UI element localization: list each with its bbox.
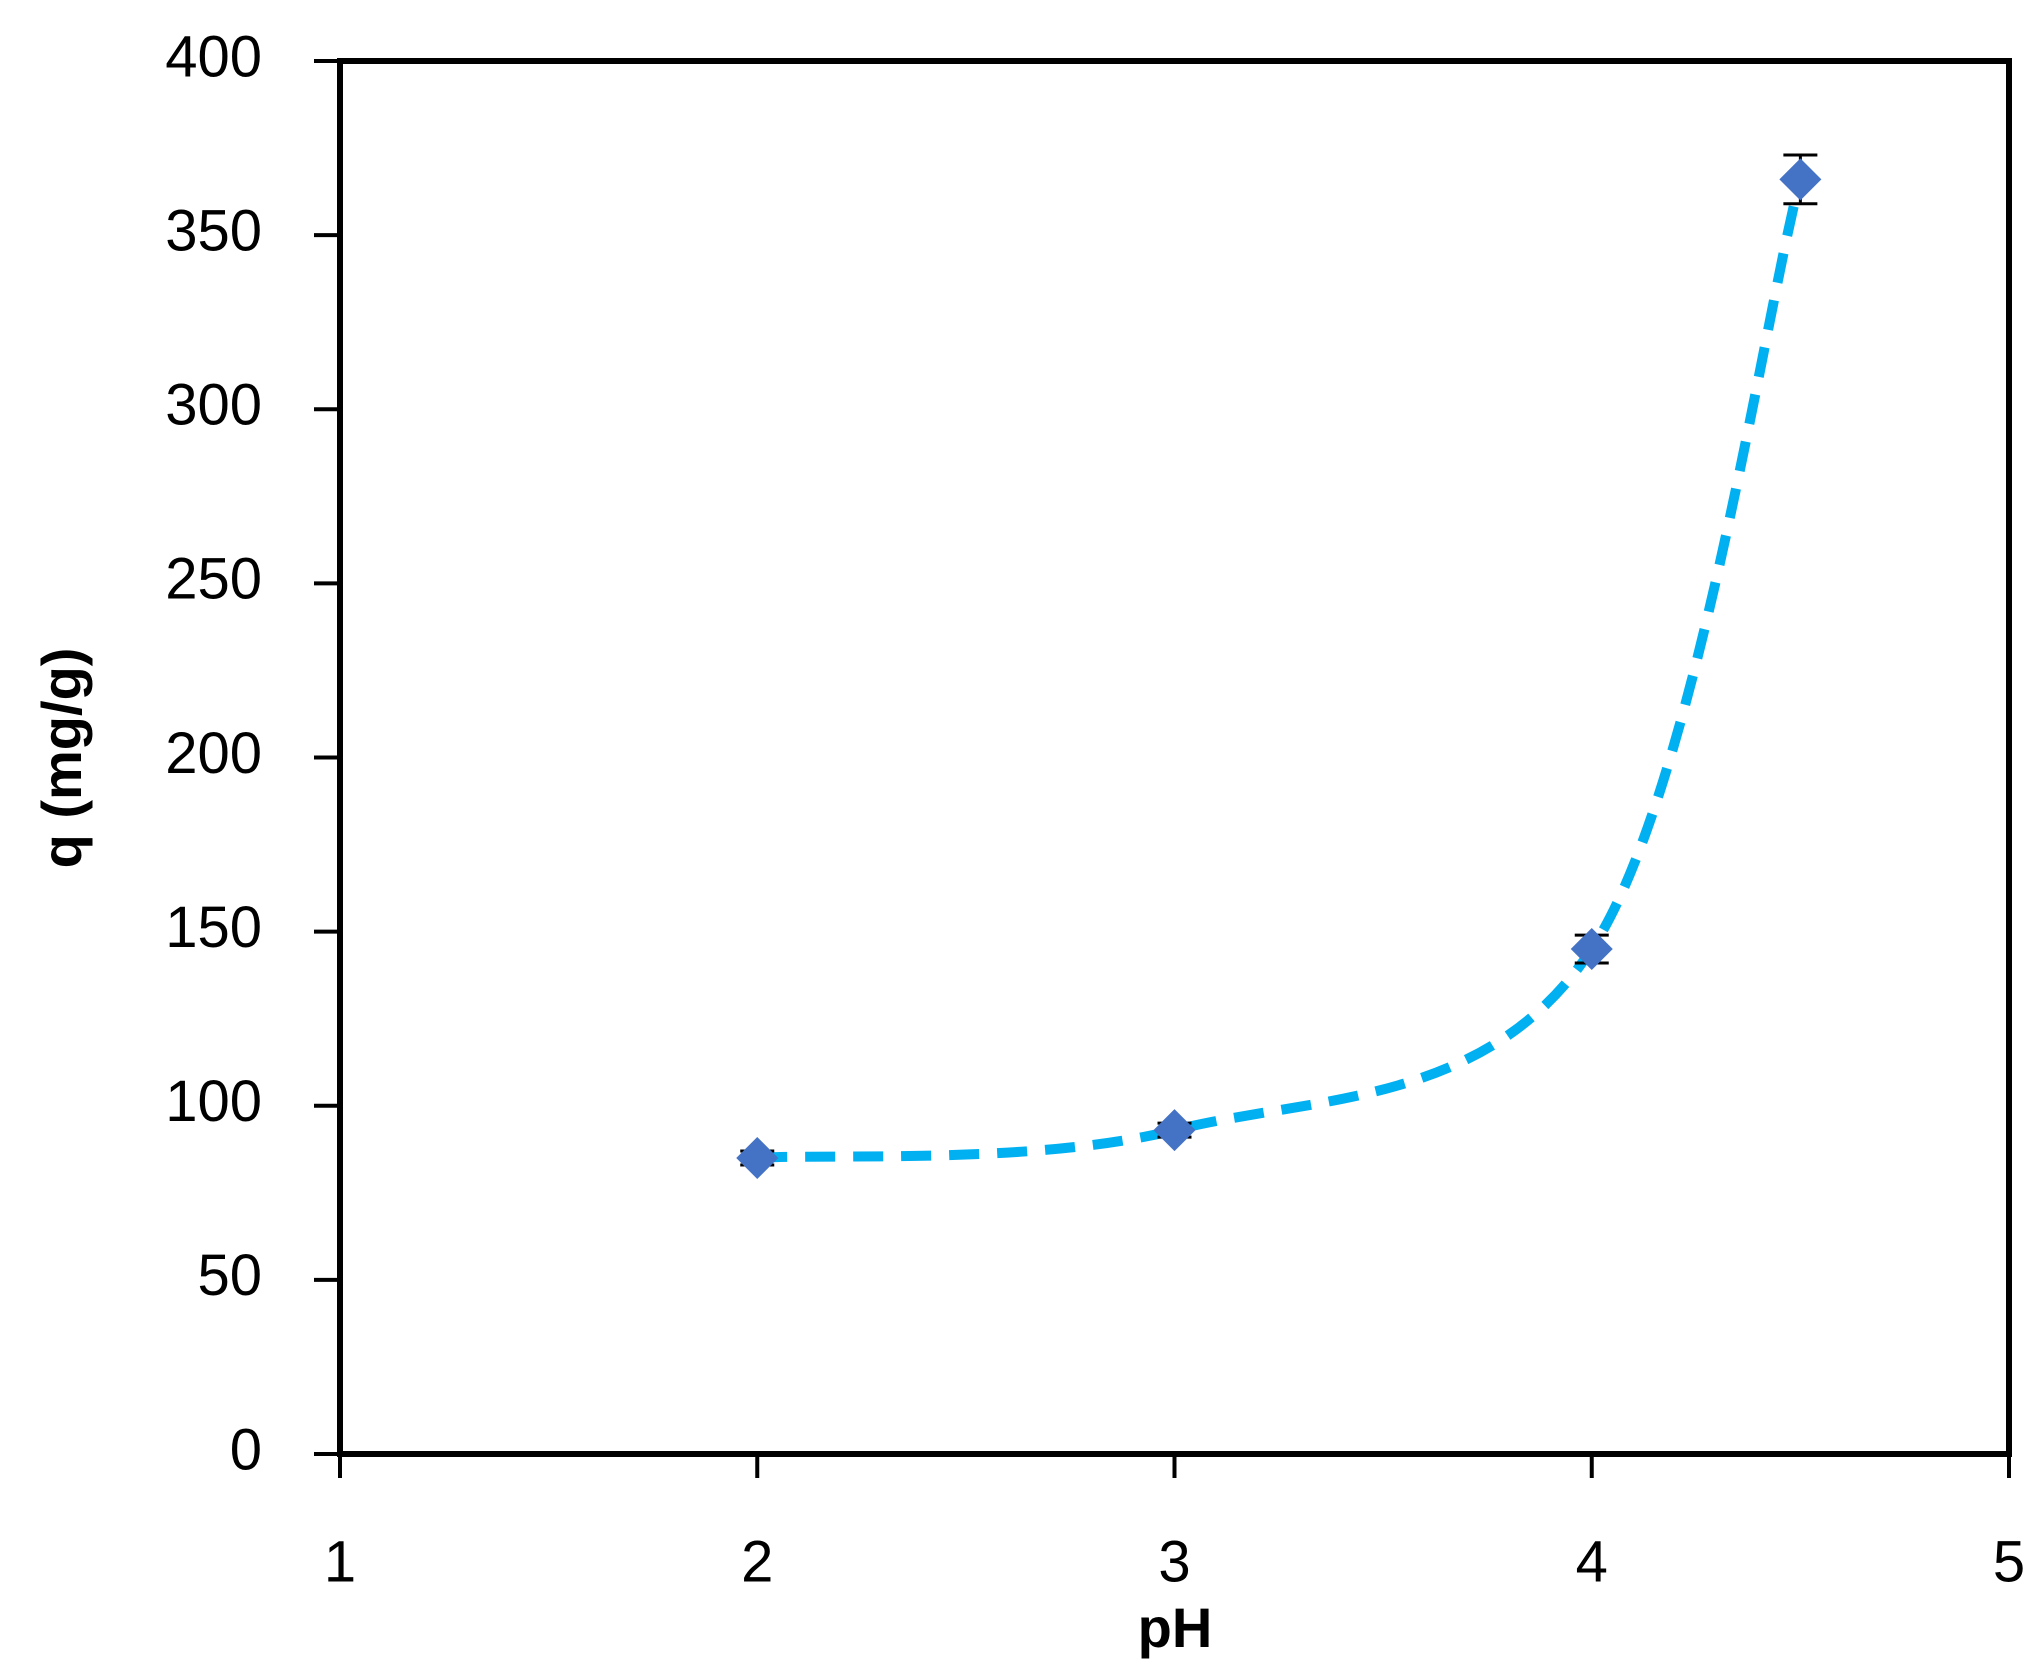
y-tick-label: 300 — [165, 373, 262, 438]
x-tick-label: 1 — [324, 1529, 356, 1594]
x-tick-label: 4 — [1576, 1529, 1608, 1594]
marker — [1570, 928, 1613, 971]
y-tick-label: 100 — [165, 1069, 262, 1134]
y-tick-label: 150 — [165, 895, 262, 960]
marker — [1153, 1109, 1196, 1152]
y-tick-label: 400 — [165, 24, 262, 89]
y-tick-label: 200 — [165, 721, 262, 786]
trend-line — [756, 178, 1806, 1163]
marker — [736, 1136, 779, 1179]
x-axis-title: pH — [1138, 1596, 1213, 1659]
x-tick-label: 5 — [1993, 1529, 2025, 1594]
y-tick-label: 0 — [230, 1417, 262, 1482]
x-tick-label: 3 — [1158, 1529, 1190, 1594]
plot-frame — [337, 58, 2012, 1457]
y-axis-title: q (mg/g) — [30, 648, 93, 869]
y-tick-label: 250 — [165, 547, 262, 612]
x-tick-label: 2 — [741, 1529, 773, 1594]
y-tick-label: 50 — [197, 1243, 262, 1308]
marker — [1779, 158, 1822, 201]
y-tick-label: 350 — [165, 198, 262, 263]
